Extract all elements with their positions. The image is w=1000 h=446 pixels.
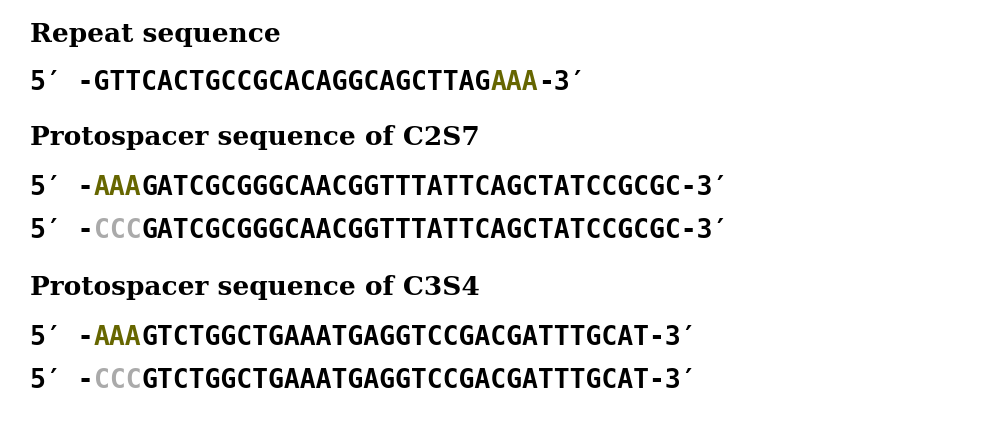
Text: Protospacer sequence of C3S4: Protospacer sequence of C3S4 <box>30 275 480 300</box>
Text: 5′ -GTTCACTGCCGCACAGGCAGCTTAG: 5′ -GTTCACTGCCGCACAGGCAGCTTAG <box>30 70 490 96</box>
Text: GATCGCGGGCAACGGTTTATTCAGCTATCCGCGC-3′: GATCGCGGGCAACGGTTTATTCAGCTATCCGCGC-3′ <box>141 175 728 201</box>
Text: AAA: AAA <box>490 70 538 96</box>
Text: Repeat sequence: Repeat sequence <box>30 22 281 47</box>
Text: 5′ -: 5′ - <box>30 175 94 201</box>
Text: GTCTGGCTGAAATGAGGTCCGACGATTTGCAT-3′: GTCTGGCTGAAATGAGGTCCGACGATTTGCAT-3′ <box>141 325 697 351</box>
Text: 5′ -: 5′ - <box>30 368 94 394</box>
Text: 5′ -: 5′ - <box>30 325 94 351</box>
Text: CCC: CCC <box>94 368 141 394</box>
Text: -3′: -3′ <box>538 70 586 96</box>
Text: AAA: AAA <box>94 175 141 201</box>
Text: CCC: CCC <box>94 218 141 244</box>
Text: AAA: AAA <box>94 325 141 351</box>
Text: GATCGCGGGCAACGGTTTATTCAGCTATCCGCGC-3′: GATCGCGGGCAACGGTTTATTCAGCTATCCGCGC-3′ <box>141 218 728 244</box>
Text: Protospacer sequence of C2S7: Protospacer sequence of C2S7 <box>30 125 480 150</box>
Text: 5′ -: 5′ - <box>30 218 94 244</box>
Text: GTCTGGCTGAAATGAGGTCCGACGATTTGCAT-3′: GTCTGGCTGAAATGAGGTCCGACGATTTGCAT-3′ <box>141 368 697 394</box>
